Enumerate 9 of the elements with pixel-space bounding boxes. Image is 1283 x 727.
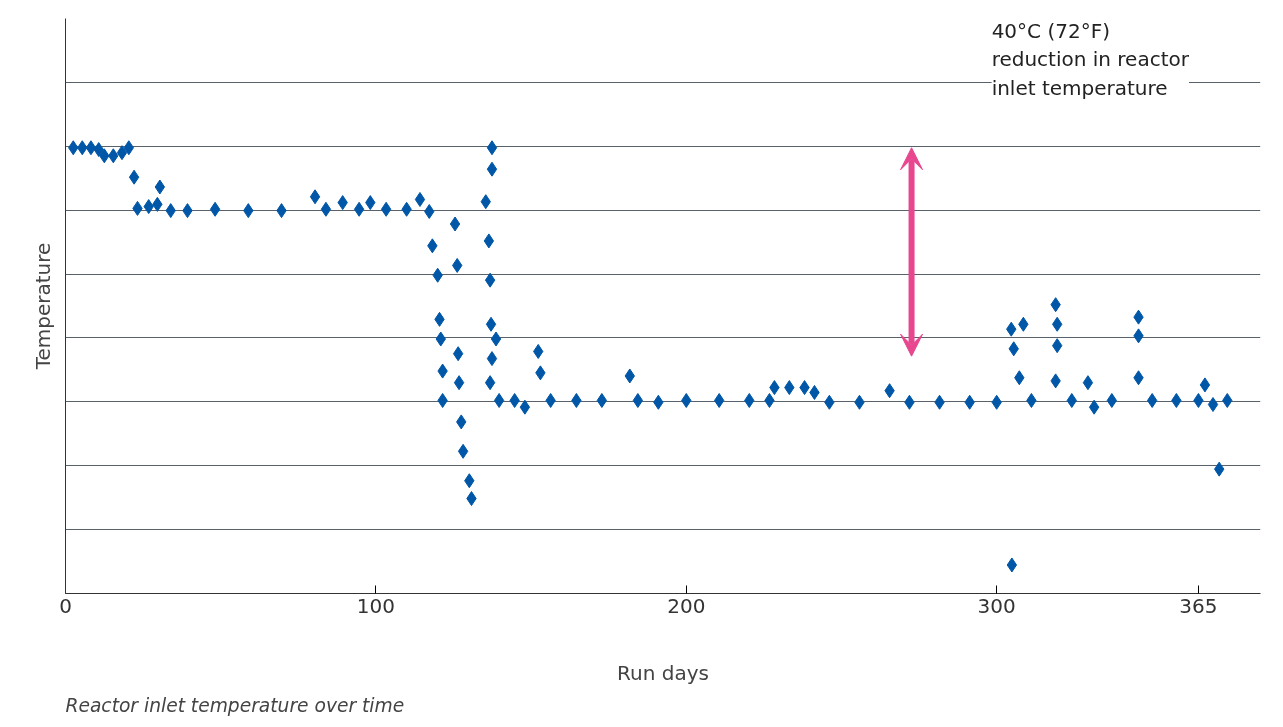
text: Reactor inlet temperature over time (65, 694, 405, 716)
y-axis-title: Temperature (30, 242, 55, 371)
x-tick-label: 365 (1179, 593, 1218, 618)
x-axis-title: Run days (617, 660, 709, 685)
x-tick-label: 0 (59, 593, 72, 618)
x-tick-label: 300 (977, 593, 1016, 618)
text: 40°C (72°F) reduction in reactor inlet temperature (991, 18, 1190, 101)
x-tick-label: 100 (356, 593, 395, 618)
x-tick-label: 200 (667, 593, 706, 618)
